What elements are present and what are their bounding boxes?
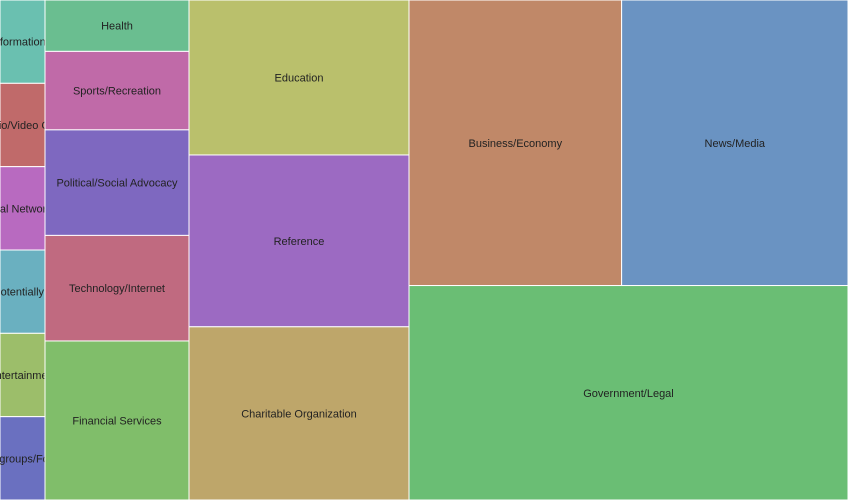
treemap-cell-entertainment: Entertainment	[0, 332, 57, 418]
treemap-label-sports-recreation: Sports/Recreation	[73, 86, 161, 98]
treemap-cell-sports-recreation: Sports/Recreation	[44, 50, 190, 131]
treemap-cell-education: Education	[188, 0, 410, 156]
treemap-rect-financial-services	[44, 340, 190, 500]
treemap-rect-content-potentially-offensive	[0, 249, 46, 334]
treemap-label-political-social-advocacy: Political/Social Advocacy	[56, 178, 178, 190]
treemap-rect-audio-video-clips	[0, 82, 46, 168]
treemap-label-government-legal: Government/Legal	[583, 388, 674, 400]
treemap-rect-political-social-advocacy	[44, 129, 190, 236]
treemap-label-reference: Reference	[274, 236, 325, 248]
treemap-cell-technology-internet: Technology/Internet	[44, 234, 190, 342]
treemap-rect-business-economy	[408, 0, 623, 287]
treemap-cell-business-economy: Business/Economy	[408, 0, 623, 287]
treemap-cell-health: Health	[44, 0, 190, 52]
treemap-cell-reference: Reference	[188, 154, 410, 328]
treemap-cell-government-legal: Government/Legal	[408, 285, 848, 500]
treemap-rect-sports-recreation	[44, 50, 190, 131]
treemap-cell-political-social-advocacy: Political/Social Advocacy	[44, 129, 190, 236]
treemap-rect-reference	[188, 154, 410, 328]
treemap-label-informational: Informational	[0, 37, 54, 49]
treemap-cell-financial-services: Financial Services	[44, 340, 190, 500]
treemap-label-education: Education	[275, 72, 324, 84]
treemap-label-health: Health	[101, 21, 133, 33]
treemap-label-news-media: News/Media	[705, 138, 766, 150]
treemap-label-technology-internet: Technology/Internet	[69, 283, 165, 295]
treemap-label-entertainment: Entertainment	[0, 370, 57, 382]
treemap-rect-government-legal	[408, 285, 848, 500]
treemap-rect-charitable-organization	[188, 326, 410, 500]
treemap-rect-newsgroups-forums	[0, 416, 46, 500]
treemap-cell-news-media: News/Media	[621, 0, 848, 287]
treemap-label-business-economy: Business/Economy	[469, 138, 563, 150]
treemap-rect-news-media	[621, 0, 848, 287]
treemap-rect-education	[188, 0, 410, 156]
treemap-cell-informational: Informational	[0, 0, 54, 84]
treemap-rect-social-networking	[0, 166, 46, 251]
treemap-cell-charitable-organization: Charitable Organization	[188, 326, 410, 500]
treemap-label-financial-services: Financial Services	[72, 415, 162, 427]
treemap-label-charitable-organization: Charitable Organization	[241, 408, 357, 420]
